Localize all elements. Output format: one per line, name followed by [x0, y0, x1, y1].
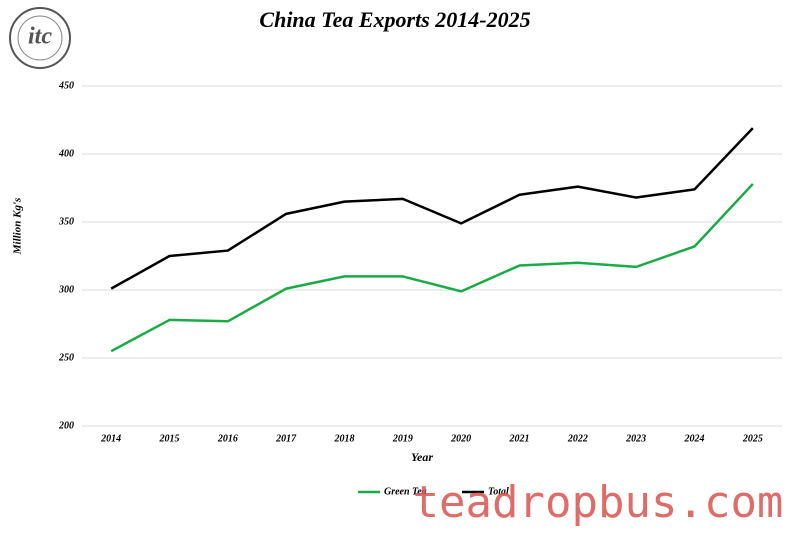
x-tick-label: 2015 [159, 433, 180, 444]
legend-item: Green Tea [358, 486, 427, 497]
x-tick-label: 2022 [567, 433, 588, 444]
legend-item: Total [462, 486, 509, 497]
y-tick-label: 300 [58, 284, 74, 295]
x-tick-label: 2017 [275, 433, 297, 444]
y-tick-label: 450 [58, 80, 74, 91]
y-tick-label: 250 [58, 352, 74, 363]
x-tick-label: 2020 [450, 433, 471, 444]
x-tick-label: 2018 [334, 433, 355, 444]
logo-ring [9, 7, 71, 69]
x-tick-label: 2021 [509, 433, 530, 444]
logo-inner-ring [17, 15, 63, 61]
legend-label: Green Tea [384, 486, 427, 497]
watermark: teadropbus.com [413, 477, 784, 528]
line-series [110, 183, 754, 353]
x-tick-label: 2024 [684, 433, 705, 444]
line-series [110, 127, 754, 290]
logo: itc [9, 7, 71, 69]
x-tick-label: 2014 [100, 433, 121, 444]
y-axis-label: Million Kg's [12, 198, 24, 256]
logo-text: itc [28, 24, 52, 50]
x-tick-label: 2019 [392, 433, 413, 444]
x-tick-label: 2025 [742, 433, 763, 444]
y-tick-label: 200 [58, 420, 74, 431]
chart-title: China Tea Exports 2014-2025 [259, 7, 530, 32]
x-tick-label: 2023 [625, 433, 646, 444]
y-tick-label: 350 [58, 216, 74, 227]
y-tick-label: 400 [58, 148, 74, 159]
legend-label: Total [488, 486, 509, 497]
x-tick-label: 2016 [217, 433, 238, 444]
x-axis-label: Year [411, 450, 433, 464]
